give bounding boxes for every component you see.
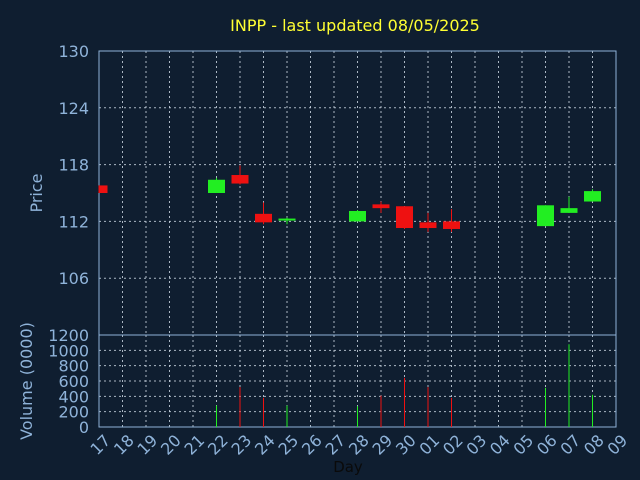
candle-body [208, 179, 225, 193]
price-gridlines [98, 50, 617, 335]
candle-body [278, 218, 296, 221]
candle-body [255, 213, 272, 223]
volume-axis-label: Volume (0000) [17, 322, 36, 440]
candle-body [349, 210, 366, 222]
candle-body [372, 204, 390, 209]
candle-body [396, 206, 413, 229]
day-axis-ticks: 1718192021222324252627282930010203040506… [86, 431, 631, 459]
chart-title: INPP - last updated 08/05/2025 [230, 16, 480, 35]
x-axis-label: Day [333, 458, 363, 476]
volume-series [216, 344, 593, 427]
price-tick-label: 112 [58, 212, 89, 231]
price-tick-label: 130 [58, 42, 89, 61]
candle-body [584, 191, 601, 202]
volume-tick-label: 1000 [48, 341, 89, 360]
price-tick-label: 106 [58, 269, 89, 288]
volume-tick-label: 0 [79, 418, 89, 437]
candle-body [231, 175, 249, 184]
price-axis-label: Price [27, 173, 46, 212]
candlestick-series [98, 165, 601, 232]
volume-tick-label: 200 [58, 403, 89, 422]
price-axis-ticks: 130 124 118 112 106 [58, 42, 89, 288]
volume-tick-label: 1200 [48, 326, 89, 345]
volume-tick-label: 800 [58, 357, 89, 376]
volume-tick-label: 600 [58, 372, 89, 391]
candle-body [419, 222, 437, 229]
volume-tick-label: 400 [58, 387, 89, 406]
candle-body [560, 208, 578, 213]
price-tick-label: 118 [58, 156, 89, 175]
day-tick-label: 09 [603, 431, 631, 459]
price-tick-label: 124 [58, 99, 89, 118]
candle-body [537, 205, 554, 227]
candle-body [443, 221, 460, 229]
candle-body [99, 185, 108, 193]
